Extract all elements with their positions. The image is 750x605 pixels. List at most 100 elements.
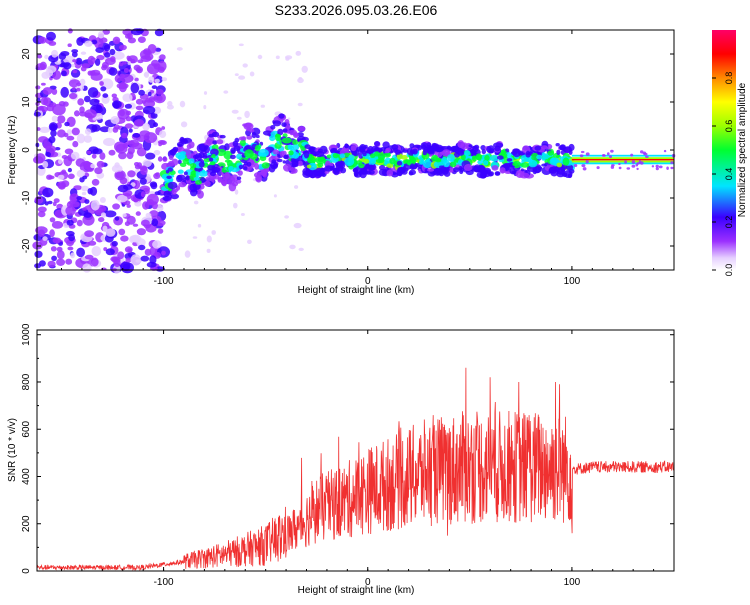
heatmap-cell bbox=[297, 132, 304, 137]
heatmap-cell bbox=[369, 158, 375, 162]
heatmap-cell bbox=[246, 161, 252, 167]
heatmap-cell bbox=[39, 61, 47, 70]
heatmap-cell bbox=[163, 190, 172, 198]
heatmap-cell bbox=[655, 164, 659, 168]
heatmap-cell bbox=[118, 151, 127, 160]
heatmap-cell bbox=[84, 95, 91, 103]
heatmap-cell bbox=[488, 148, 495, 154]
heatmap-cell bbox=[298, 77, 303, 80]
heatmap-cell bbox=[562, 157, 570, 166]
heatmap-cell bbox=[51, 221, 64, 229]
heatmap-cell bbox=[71, 127, 80, 136]
heatmap-cell bbox=[230, 147, 236, 154]
heatmap-cell bbox=[159, 130, 167, 138]
heatmap-cell bbox=[289, 244, 296, 250]
heatmap-cell bbox=[38, 136, 49, 143]
heatmap-cell bbox=[670, 166, 674, 170]
heatmap-cell bbox=[358, 151, 364, 159]
heatmap-cell bbox=[91, 153, 97, 159]
heatmap-cell bbox=[136, 28, 144, 34]
heatmap-cell bbox=[408, 154, 415, 161]
heatmap-cell bbox=[463, 164, 473, 171]
heatmap-cell bbox=[83, 135, 92, 143]
heatmap-cell bbox=[234, 189, 239, 195]
heatmap-cell bbox=[324, 165, 334, 172]
heatmap-cell bbox=[203, 91, 208, 95]
spectrogram-xlabel: Height of straight line (km) bbox=[298, 285, 415, 296]
heatmap-cell bbox=[132, 180, 141, 190]
heatmap-cell bbox=[100, 212, 107, 219]
heatmap-cell bbox=[560, 166, 566, 172]
heatmap-cell bbox=[66, 239, 74, 247]
heatmap-cell bbox=[249, 71, 255, 77]
heatmap-cell bbox=[402, 149, 409, 153]
heatmap-cell bbox=[121, 61, 127, 65]
heatmap-cell bbox=[42, 187, 54, 198]
heatmap-cell bbox=[490, 154, 499, 162]
heatmap-cell bbox=[510, 150, 518, 155]
heatmap-cell bbox=[49, 217, 56, 223]
heatmap-cell bbox=[190, 189, 198, 197]
heatmap-cell bbox=[297, 102, 303, 107]
snr-ytick-label: 0 bbox=[21, 568, 32, 574]
heatmap-cell bbox=[257, 54, 263, 60]
heatmap-cell bbox=[124, 123, 134, 129]
heatmap-cell bbox=[579, 154, 584, 158]
heatmap-cell bbox=[125, 33, 131, 39]
heatmap-cell bbox=[585, 160, 589, 164]
heatmap-cell bbox=[419, 159, 425, 165]
snr-ylabel: SNR (10 * v/v) bbox=[7, 418, 18, 482]
heatmap-cell bbox=[231, 109, 239, 114]
heatmap-cell bbox=[117, 184, 129, 193]
heatmap-cell bbox=[635, 163, 639, 167]
heatmap-cell bbox=[102, 93, 109, 98]
heatmap-cell bbox=[460, 154, 466, 161]
heatmap-cell bbox=[122, 263, 130, 272]
heatmap-line bbox=[571, 157, 674, 159]
heatmap-cell bbox=[434, 168, 441, 173]
snr-frame bbox=[36, 329, 675, 572]
heatmap-cell bbox=[177, 154, 186, 161]
heatmap-cell bbox=[38, 260, 46, 267]
heatmap-cell bbox=[171, 189, 177, 195]
heatmap-cell bbox=[57, 115, 66, 124]
heatmap-cell bbox=[261, 162, 270, 169]
heatmap-cell bbox=[332, 153, 339, 159]
heatmap-cell bbox=[124, 103, 132, 109]
heatmap-cell bbox=[282, 160, 286, 164]
heatmap-cell bbox=[211, 154, 216, 158]
heatmap-cell bbox=[116, 82, 129, 90]
heatmap-cell bbox=[469, 149, 477, 155]
heatmap-cell bbox=[258, 148, 269, 157]
heatmap-cell bbox=[216, 139, 224, 145]
heatmap-cell bbox=[636, 167, 639, 171]
heatmap-cell bbox=[94, 58, 101, 66]
heatmap-cell bbox=[133, 119, 145, 127]
heatmap-cell bbox=[273, 194, 277, 198]
heatmap-cell bbox=[281, 122, 287, 127]
snr-ytick-label: 200 bbox=[21, 515, 32, 532]
heatmap-cell bbox=[645, 155, 649, 158]
heatmap-line bbox=[571, 158, 674, 161]
heatmap-cell bbox=[51, 115, 58, 123]
heatmap-cell bbox=[63, 132, 69, 138]
heatmap-cell bbox=[506, 158, 513, 162]
heatmap-cell bbox=[275, 134, 281, 138]
heatmap-cell bbox=[158, 60, 167, 72]
heatmap-cell bbox=[45, 69, 54, 77]
heatmap-cell bbox=[270, 125, 276, 130]
heatmap-cell bbox=[71, 49, 79, 54]
heatmap-cell bbox=[98, 217, 105, 223]
heatmap-cell bbox=[255, 134, 260, 139]
figure-title: S233.2026.095.03.26.E06 bbox=[275, 2, 438, 18]
heatmap-cell bbox=[76, 133, 86, 144]
heatmap-cell bbox=[110, 116, 120, 124]
heatmap-cell bbox=[105, 248, 115, 256]
heatmap-cell bbox=[238, 136, 246, 141]
spectrogram-ytick-label: 20 bbox=[21, 48, 32, 60]
heatmap-cell bbox=[228, 165, 234, 172]
heatmap-cell bbox=[596, 166, 600, 170]
heatmap-cell bbox=[536, 154, 543, 160]
